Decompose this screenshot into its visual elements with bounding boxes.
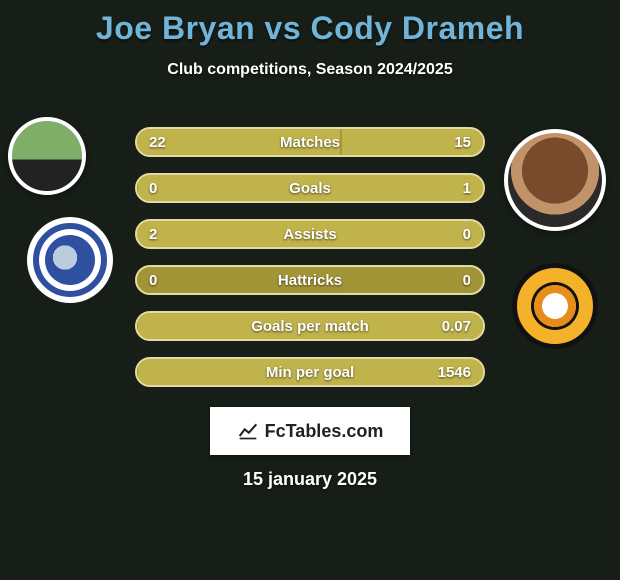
stat-row: Matches2215 — [135, 127, 485, 157]
comparison-date: 15 january 2025 — [0, 469, 620, 490]
stat-value-right: 15 — [454, 134, 471, 151]
stat-value-right: 1 — [463, 180, 471, 197]
stat-value-left: 22 — [149, 134, 166, 151]
player-right-avatar — [504, 129, 606, 231]
stat-value-right: 0 — [463, 272, 471, 289]
stat-row: Hattricks00 — [135, 265, 485, 295]
stat-bars: Matches2215Goals01Assists20Hattricks00Go… — [135, 127, 485, 403]
stat-value-right: 0 — [463, 226, 471, 243]
page-title: Joe Bryan vs Cody Drameh — [0, 0, 620, 47]
stat-row: Assists20 — [135, 219, 485, 249]
stat-values: 22 15 — [135, 127, 485, 157]
stat-row: Min per goal1546 — [135, 357, 485, 387]
subtitle: Club competitions, Season 2024/2025 — [0, 61, 620, 79]
stat-row: Goals per match0.07 — [135, 311, 485, 341]
site-name: FcTables.com — [265, 421, 384, 442]
site-logo: FcTables.com — [210, 407, 410, 455]
stat-values: 00 — [135, 265, 485, 295]
club-right-crest — [512, 263, 598, 349]
stat-values: 20 — [135, 219, 485, 249]
stat-value-left: 2 — [149, 226, 157, 243]
stat-values: 1546 — [135, 357, 485, 387]
stat-value-right: 1546 — [438, 364, 471, 381]
club-left-crest — [27, 217, 113, 303]
stat-value-right: 0.07 — [442, 318, 471, 335]
stat-value-left: 0 — [149, 180, 157, 197]
chart-icon — [237, 421, 259, 441]
stat-values: 0.07 — [135, 311, 485, 341]
stat-value-left: 0 — [149, 272, 157, 289]
stat-row: Goals01 — [135, 173, 485, 203]
player-left-avatar — [8, 117, 86, 195]
stat-values: 01 — [135, 173, 485, 203]
